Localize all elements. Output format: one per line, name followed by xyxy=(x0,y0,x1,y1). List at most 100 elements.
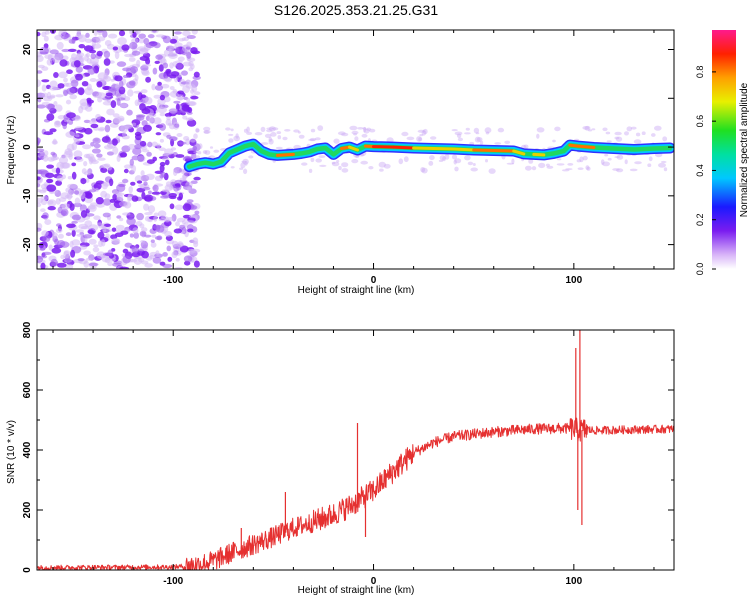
noise-speckle xyxy=(85,52,90,58)
haze-speckle xyxy=(246,126,250,133)
noise-speckle xyxy=(102,182,111,187)
haze-speckle xyxy=(654,125,662,131)
noise-speckle xyxy=(183,172,192,177)
spectrogram-ylabel: Frequency (Hz) xyxy=(6,116,17,185)
noise-speckle xyxy=(169,86,175,90)
haze-speckle xyxy=(195,128,200,133)
noise-speckle xyxy=(66,192,73,201)
noise-speckle xyxy=(73,60,81,68)
noise-speckle xyxy=(176,133,183,137)
noise-speckle xyxy=(169,74,177,79)
noise-speckle xyxy=(83,171,91,176)
noise-speckle xyxy=(115,83,120,91)
haze-speckle xyxy=(485,159,488,163)
noise-speckle xyxy=(153,212,159,217)
noise-speckle xyxy=(67,183,78,189)
haze-speckle xyxy=(354,136,359,141)
noise-speckle xyxy=(75,73,83,81)
noise-speckle xyxy=(79,245,88,250)
noise-speckle xyxy=(96,153,103,158)
haze-speckle xyxy=(616,154,624,160)
noise-speckle xyxy=(59,59,68,67)
track-peak-segment xyxy=(412,146,436,150)
haze-speckle xyxy=(662,136,668,142)
noise-speckle xyxy=(131,50,141,56)
noise-speckle xyxy=(88,238,97,245)
noise-speckle xyxy=(134,74,139,82)
noise-speckle xyxy=(139,103,146,111)
noise-speckle xyxy=(141,227,148,233)
haze-speckle xyxy=(504,140,511,144)
noise-speckle xyxy=(131,245,139,254)
haze-speckle xyxy=(331,161,340,167)
noise-speckle xyxy=(55,167,61,175)
noise-speckle xyxy=(189,138,197,143)
haze-speckle xyxy=(297,131,301,134)
haze-speckle xyxy=(353,133,358,136)
noise-speckle xyxy=(168,193,177,198)
noise-speckle xyxy=(122,255,131,264)
noise-speckle xyxy=(174,183,181,187)
noise-speckle xyxy=(57,240,66,248)
noise-speckle xyxy=(42,235,51,242)
noise-speckle xyxy=(146,151,152,157)
haze-speckle xyxy=(228,133,234,136)
noise-speckle xyxy=(71,239,81,246)
noise-speckle xyxy=(106,108,115,116)
noise-speckle xyxy=(107,140,113,145)
haze-speckle xyxy=(349,125,358,131)
noise-speckle xyxy=(42,212,49,220)
noise-speckle xyxy=(186,35,196,39)
noise-speckle xyxy=(46,164,54,169)
noise-speckle xyxy=(75,134,80,138)
haze-speckle xyxy=(308,168,313,173)
noise-speckle xyxy=(52,138,57,145)
haze-speckle xyxy=(419,134,424,137)
noise-speckle xyxy=(116,98,121,106)
noise-speckle xyxy=(141,191,146,200)
haze-speckle xyxy=(293,129,300,133)
noise-speckle xyxy=(165,118,172,126)
haze-speckle xyxy=(284,129,291,132)
noise-speckle xyxy=(95,197,104,205)
haze-speckle xyxy=(614,131,622,136)
haze-speckle xyxy=(378,161,386,168)
noise-speckle xyxy=(161,83,170,89)
noise-speckle xyxy=(96,81,103,88)
noise-speckle xyxy=(131,122,137,126)
haze-speckle xyxy=(225,127,231,131)
colorbar-label: Normalized spectral amplitude xyxy=(739,82,750,217)
noise-speckles xyxy=(37,30,201,269)
noise-speckle xyxy=(181,70,188,76)
noise-speckle xyxy=(134,99,140,107)
noise-speckle xyxy=(37,79,41,88)
noise-speckle xyxy=(129,233,134,238)
noise-speckle xyxy=(96,251,106,259)
haze-speckle xyxy=(473,127,480,134)
noise-speckle xyxy=(111,138,118,146)
haze-speckle xyxy=(602,161,610,167)
noise-speckle xyxy=(147,141,153,148)
noise-speckle xyxy=(193,71,200,78)
haze-speckle xyxy=(630,126,637,130)
haze-speckle xyxy=(368,166,374,170)
haze-speckle xyxy=(228,138,234,143)
noise-speckle xyxy=(114,51,120,60)
haze-speckle xyxy=(301,162,308,166)
noise-speckle xyxy=(104,124,111,133)
noise-speckle xyxy=(147,34,155,39)
noise-speckle xyxy=(80,178,87,185)
haze-speckle xyxy=(464,132,471,135)
track-peak-segment xyxy=(283,152,295,157)
noise-speckle xyxy=(151,83,156,91)
haze-speckle xyxy=(586,166,591,171)
noise-speckle xyxy=(152,67,158,75)
haze-speckle xyxy=(398,158,404,165)
haze-speckle xyxy=(203,126,211,132)
noise-speckle xyxy=(193,176,201,181)
noise-speckle xyxy=(41,79,50,83)
haze-speckle xyxy=(634,161,642,165)
noise-speckle xyxy=(37,64,45,69)
noise-speckle xyxy=(76,233,84,237)
